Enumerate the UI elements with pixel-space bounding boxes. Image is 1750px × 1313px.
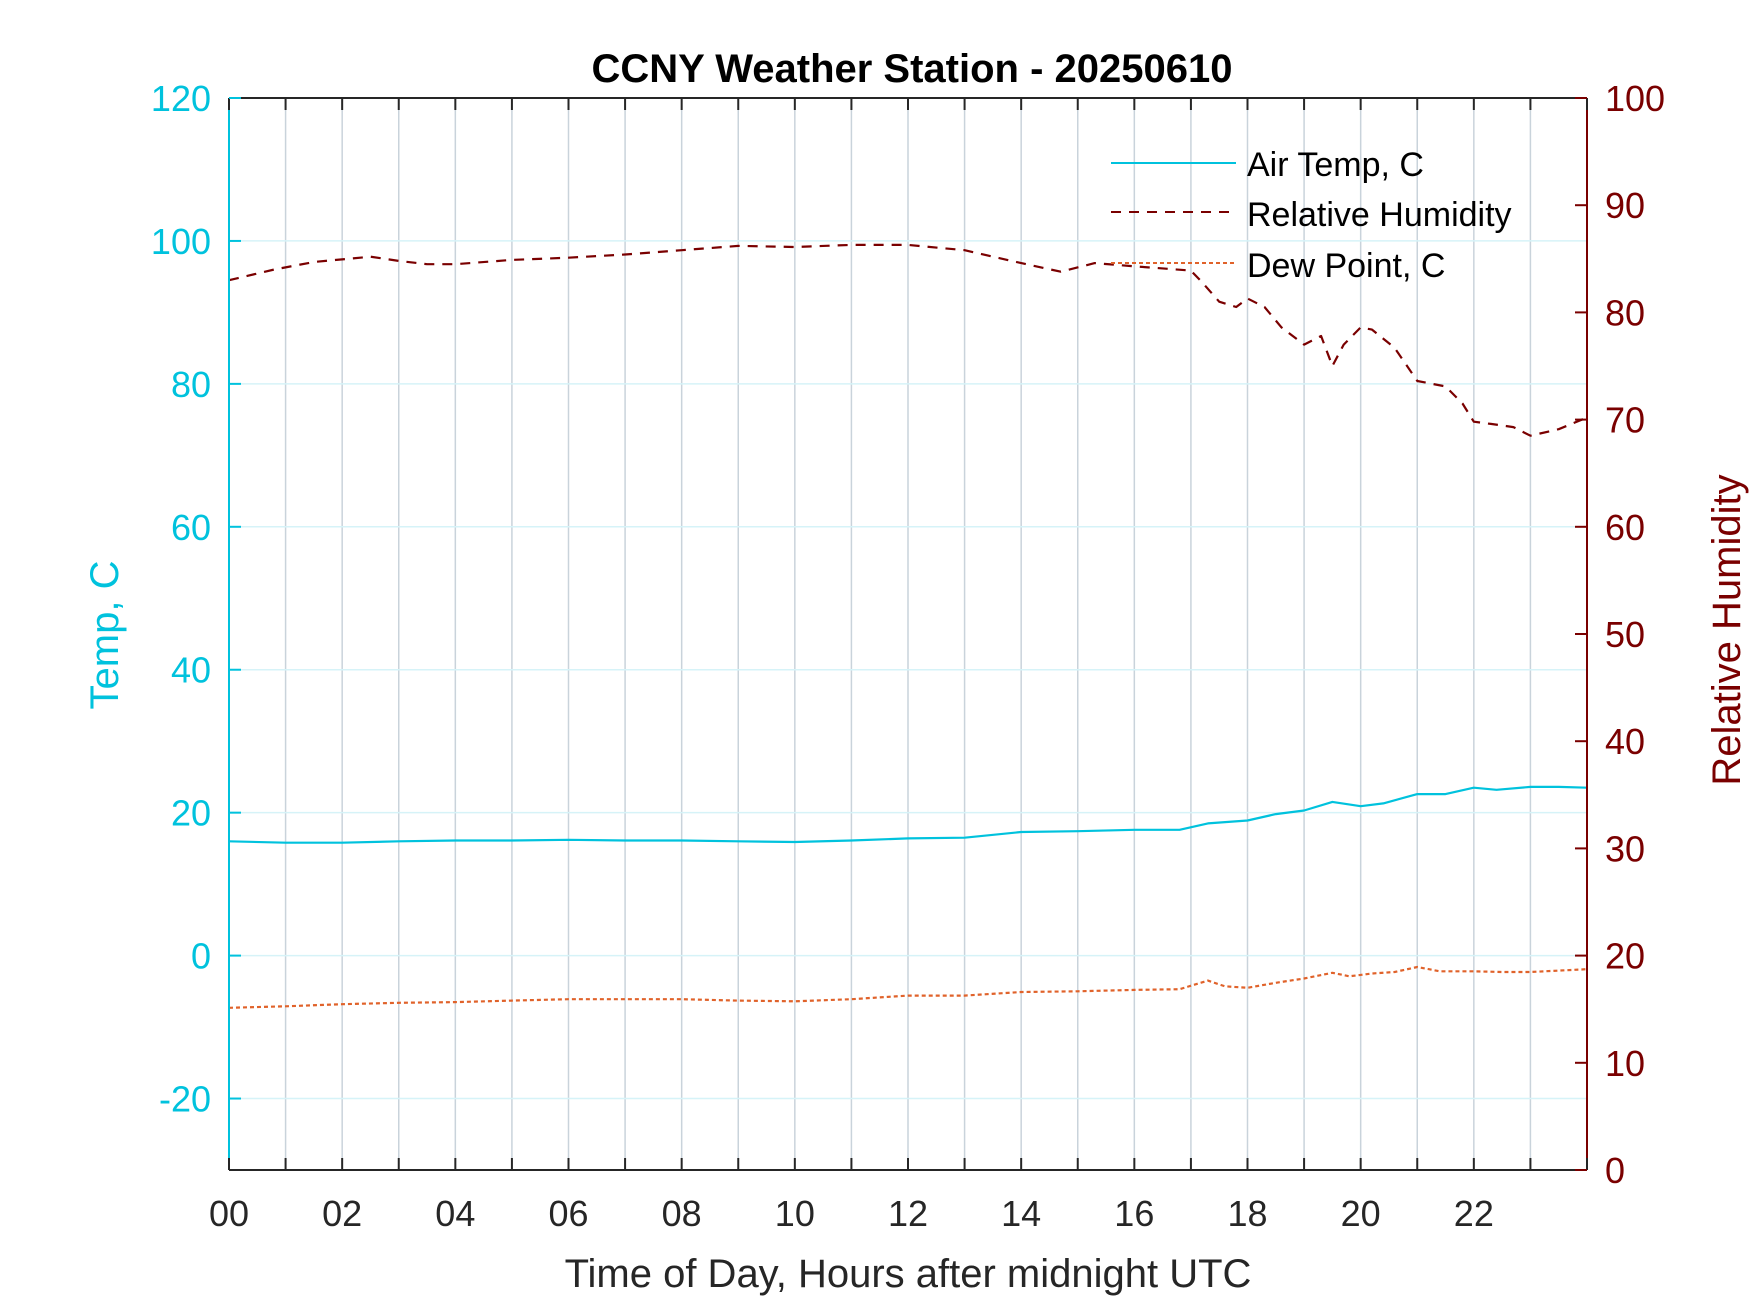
y-right-tick-label: 0: [1605, 1150, 1625, 1191]
chart-title: CCNY Weather Station - 20250610: [592, 47, 1233, 91]
x-tick-label: 12: [888, 1193, 928, 1234]
x-tick-label: 22: [1454, 1193, 1494, 1234]
y-left-tick-label: -20: [159, 1079, 211, 1120]
y-right-tick-label: 40: [1605, 721, 1645, 762]
legend-label-relative-humidity: Relative Humidity: [1247, 196, 1512, 234]
x-tick-label: 10: [775, 1193, 815, 1234]
y-right-tick-label: 80: [1605, 292, 1645, 333]
y-right-tick-label: 90: [1605, 185, 1645, 226]
grid: [229, 98, 1587, 1170]
x-tick-label: 06: [548, 1193, 588, 1234]
legend: Air Temp, C Relative Humidity Dew Point,…: [1111, 146, 1512, 285]
y-left-tick-label: 0: [191, 936, 211, 977]
y-right-tick-label: 100: [1605, 78, 1665, 119]
x-tick-label: 00: [209, 1193, 249, 1234]
series-layer: [228, 243, 1588, 1009]
y-right-tick-label: 70: [1605, 400, 1645, 441]
y-right-tick-label: 30: [1605, 828, 1645, 869]
y-left-tick-label: 120: [151, 78, 211, 119]
y-right-tick-label: 10: [1605, 1043, 1645, 1084]
axes: [228, 97, 1588, 1171]
y-left-axis-label: Temp, C: [83, 561, 127, 710]
series-air-temp: [228, 785, 1588, 844]
y-left-tick-label: 60: [171, 507, 211, 548]
y-right-tick-label: 20: [1605, 936, 1645, 977]
y-left-tick-label: 80: [171, 364, 211, 405]
x-tick-label: 20: [1341, 1193, 1381, 1234]
y-right-axis-label: Relative Humidity: [1705, 474, 1749, 785]
y-right-tick-label: 50: [1605, 614, 1645, 655]
x-tick-label: 18: [1227, 1193, 1267, 1234]
tick-labels: 00 02 04 06 08 10 12 14 16 18 20 22-200204060801001…: [151, 78, 1665, 1234]
y-left-tick-label: 40: [171, 650, 211, 691]
x-tick-label: 04: [435, 1193, 475, 1234]
legend-label-air-temp: Air Temp, C: [1247, 146, 1424, 184]
y-left-tick-label: 100: [151, 221, 211, 262]
series-dew-point: [228, 965, 1588, 1009]
x-tick-label: 02: [322, 1193, 362, 1234]
x-tick-label: 08: [662, 1193, 702, 1234]
legend-label-dew-point: Dew Point, C: [1247, 247, 1445, 285]
x-tick-label: 14: [1001, 1193, 1041, 1234]
y-right-tick-label: 60: [1605, 507, 1645, 548]
x-tick-label: 16: [1114, 1193, 1154, 1234]
x-axis-label: Time of Day, Hours after midnight UTC: [565, 1252, 1252, 1296]
y-left-tick-label: 20: [171, 793, 211, 834]
